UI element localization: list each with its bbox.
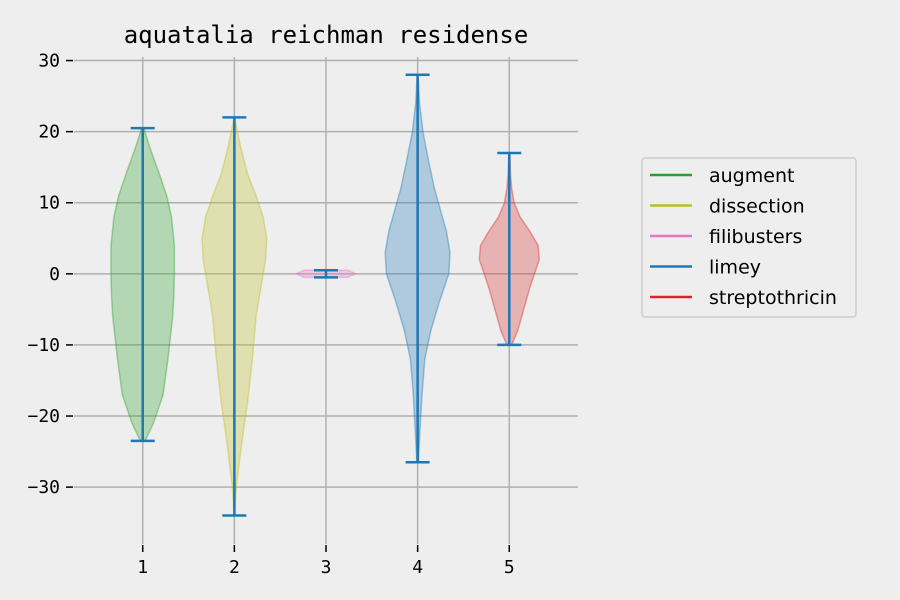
legend-label-limey: limey bbox=[709, 257, 761, 279]
y-tick-label: −10 bbox=[27, 335, 60, 356]
legend: augment dissection filibusters limey strepto… bbox=[641, 157, 857, 318]
legend-label-augment: augment bbox=[709, 165, 794, 187]
x-tick-label: 5 bbox=[504, 557, 515, 578]
legend-frame bbox=[641, 157, 857, 318]
x-tick-label: 3 bbox=[321, 557, 332, 578]
x-tick-label: 4 bbox=[412, 557, 423, 578]
y-tick-label: 10 bbox=[38, 193, 60, 214]
y-tick-label: 0 bbox=[49, 264, 60, 285]
y-tick-label: −20 bbox=[27, 406, 60, 427]
legend-label-dissection: dissection bbox=[709, 196, 805, 218]
x-tick-label: 2 bbox=[229, 557, 240, 578]
violins bbox=[110, 73, 541, 517]
y-tick-label: 30 bbox=[38, 51, 60, 72]
y-tick-label: −30 bbox=[27, 477, 60, 498]
axes: 30 20 10 0 −10 −20 −30 1 2 3 4 5 bbox=[27, 51, 514, 578]
legend-label-streptothricin: streptothricin bbox=[709, 287, 837, 309]
x-tick-label: 1 bbox=[137, 557, 148, 578]
y-tick-label: 20 bbox=[38, 122, 60, 143]
legend-label-filibusters: filibusters bbox=[709, 226, 802, 248]
chart-title: aquatalia reichman residense bbox=[124, 21, 529, 49]
